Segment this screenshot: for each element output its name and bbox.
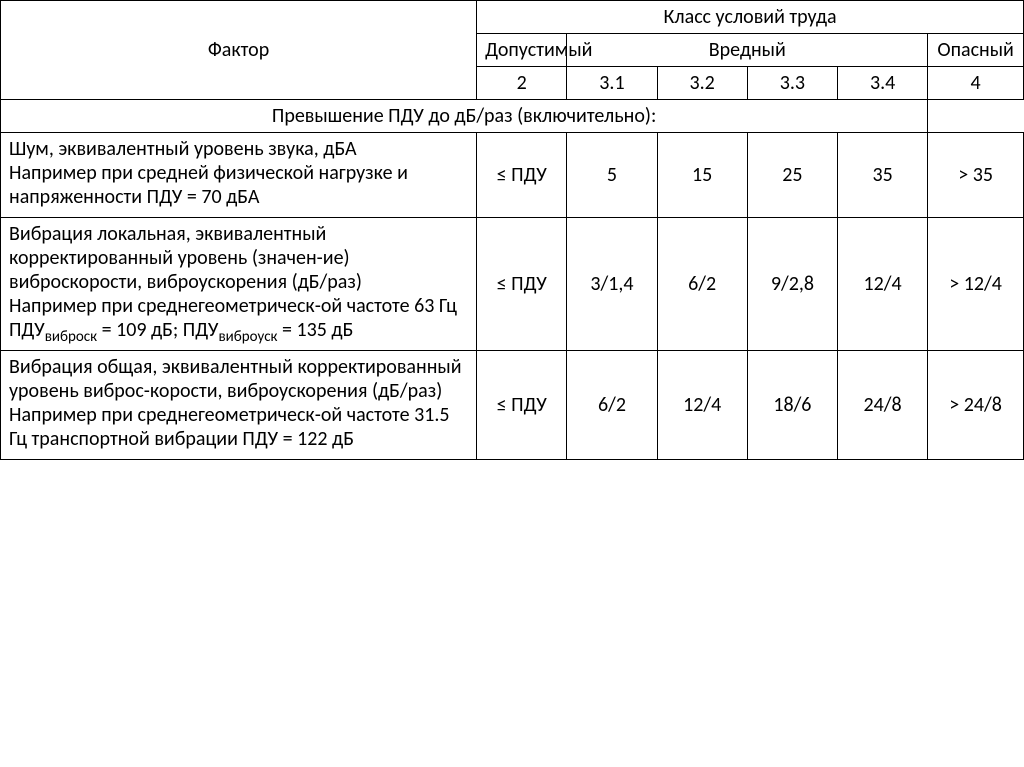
header-danger: Опасный: [928, 34, 1024, 67]
table-row: Шум, эквивалентный уровень звука, дБАНап…: [1, 133, 1024, 218]
header-harm: Вредный: [567, 34, 928, 67]
factor-text-pre: Вибрация общая, эквивалентный корректиро…: [9, 355, 462, 451]
cell-c32: 12/4: [657, 351, 747, 460]
header-c33: 3.3: [747, 67, 837, 100]
header-c31: 3.1: [567, 67, 657, 100]
cell-allow: ≤ ПДУ: [477, 133, 567, 218]
header-c34: 3.4: [838, 67, 928, 100]
cell-c34: 24/8: [838, 351, 928, 460]
header-c32: 3.2: [657, 67, 747, 100]
factor-sub1: виброск: [45, 328, 97, 346]
cell-c34: 35: [838, 133, 928, 218]
header-danger-num: 4: [928, 67, 1024, 100]
cell-danger: > 35: [928, 133, 1024, 218]
factor-sub2: виброуск: [218, 328, 277, 346]
factor-cell: Вибрация общая, эквивалентный корректиро…: [1, 351, 477, 460]
header-allow-num: 2: [477, 67, 567, 100]
cell-danger: > 12/4: [928, 218, 1024, 351]
factor-text-pre: Шум, эквивалентный уровень звука, дБАНап…: [9, 137, 408, 209]
header-row-1: Фактор Класс условий труда: [1, 1, 1024, 34]
cell-danger: > 24/8: [928, 351, 1024, 460]
cell-c32: 6/2: [657, 218, 747, 351]
factor-cell: Шум, эквивалентный уровень звука, дБАНап…: [1, 133, 477, 218]
cell-c31: 3/1,4: [567, 218, 657, 351]
cell-c31: 5: [567, 133, 657, 218]
table-row: Вибрация локальная, эквивалентный коррек…: [1, 218, 1024, 351]
factor-text-post: = 135 дБ: [278, 318, 354, 342]
cell-c33: 25: [747, 133, 837, 218]
header-row-4: Превышение ПДУ до дБ/раз (включительно):: [1, 100, 1024, 133]
cell-c33: 18/6: [747, 351, 837, 460]
header-allow: Допустимый: [477, 34, 567, 67]
cell-c31: 6/2: [567, 351, 657, 460]
header-class-title: Класс условий труда: [477, 1, 1024, 34]
header-factor: Фактор: [1, 1, 477, 100]
table-row: Вибрация общая, эквивалентный корректиро…: [1, 351, 1024, 460]
cell-c33: 9/2,8: [747, 218, 837, 351]
cell-allow: ≤ ПДУ: [477, 351, 567, 460]
cell-allow: ≤ ПДУ: [477, 218, 567, 351]
factor-cell: Вибрация локальная, эквивалентный коррек…: [1, 218, 477, 351]
cell-c34: 12/4: [838, 218, 928, 351]
header-exceed: Превышение ПДУ до дБ/раз (включительно):: [1, 100, 928, 133]
cell-c32: 15: [657, 133, 747, 218]
factor-text-between: = 109 дБ; ПДУ: [97, 318, 218, 342]
conditions-table: Фактор Класс условий труда Допустимый Вр…: [0, 0, 1024, 460]
factor-text-pre: Вибрация локальная, эквивалентный коррек…: [9, 222, 457, 342]
